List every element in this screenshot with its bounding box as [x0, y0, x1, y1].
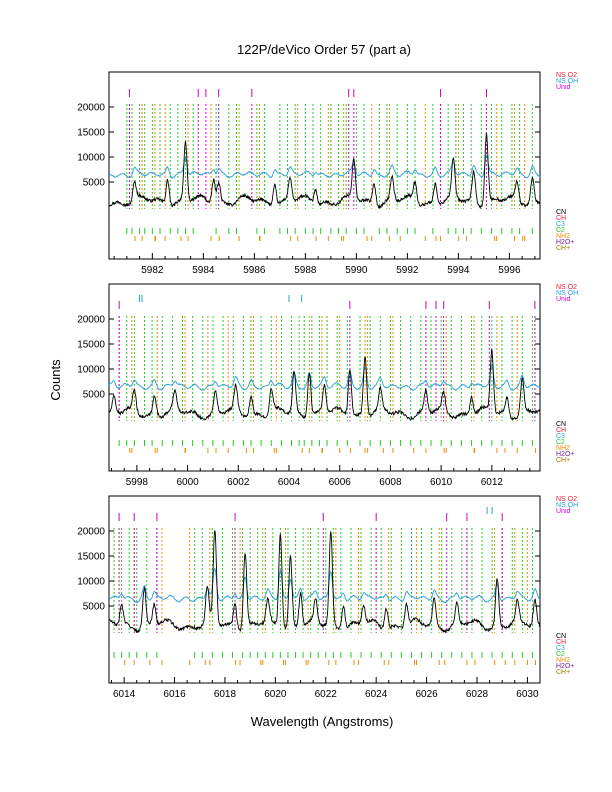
x-tick-label-7: 6028 [466, 689, 489, 700]
bottom-legend-0: CN [556, 633, 566, 640]
bottom-legend-1: CH [556, 427, 566, 434]
top-legend-1: NS OH [556, 502, 578, 509]
observed-spectrum [108, 132, 541, 210]
bottom-legend-3: C2 [556, 651, 565, 658]
observed-spectrum [108, 348, 541, 421]
spectrum-panel-2: 20000 15000 10000 5000 5998 6000 6002 6004 6006 6… [77, 283, 578, 488]
x-tick-label-4: 6006 [329, 477, 352, 488]
y-tick-label: 15000 [77, 340, 105, 351]
x-tick-label-1: 6016 [163, 689, 186, 700]
observed-spectrum [108, 529, 541, 634]
plot-frame [108, 283, 541, 472]
bottom-legend-0: CN [556, 421, 566, 428]
bottom-legend-4: NH2 [556, 657, 570, 664]
bottom-legend-2: C3 [556, 433, 565, 440]
y-tick-label: 20000 [77, 315, 105, 326]
x-tick-label-3: 5988 [294, 265, 317, 276]
y-tick-label: 10000 [77, 577, 105, 588]
x-tick-label-5: 6024 [365, 689, 388, 700]
y-tick-label: 20000 [77, 103, 105, 114]
top-legend-1: NS OH [556, 290, 578, 297]
y-tick-label: 15000 [77, 128, 105, 139]
x-tick-label-2: 5986 [243, 265, 266, 276]
top-legend-2: Unid [556, 296, 571, 303]
bottom-legend-6: CH+ [556, 669, 570, 676]
bottom-legend-6: CH+ [556, 245, 570, 252]
x-tick-label-1: 5984 [192, 265, 215, 276]
y-tick-label: 10000 [77, 365, 105, 376]
spectrum-panel-1: 20000 15000 10000 5000 5982 5984 5986 5988 5990 5… [77, 71, 578, 276]
bottom-legend-2: C3 [556, 645, 565, 652]
bottom-legend-2: C3 [556, 221, 565, 228]
top-legend-0: NS O2 [556, 284, 577, 291]
bottom-legend-1: CH [556, 215, 566, 222]
x-tick-label-0: 5982 [141, 265, 164, 276]
model-spectrum [108, 567, 541, 604]
bottom-legend-1: CH [556, 639, 566, 646]
x-tick-label-2: 6002 [227, 477, 250, 488]
x-tick-label-8: 6030 [516, 689, 539, 700]
top-legend-2: Unid [556, 508, 571, 515]
plot-frame [108, 495, 541, 684]
y-tick-label: 15000 [77, 552, 105, 563]
x-tick-label-5: 6008 [379, 477, 402, 488]
x-tick-label-6: 6026 [415, 689, 438, 700]
x-tick-label-1: 6000 [176, 477, 199, 488]
spectrum-panel-3: 20000 15000 10000 5000 6014 6016 6018 6020 6022 6… [77, 495, 578, 700]
x-tick-label-4: 6022 [315, 689, 338, 700]
x-tick-label-3: 6020 [264, 689, 287, 700]
chart-title: 122P/deVico Order 57 (part a) [237, 42, 411, 57]
x-axis-label: Wavelength (Angstroms) [251, 714, 394, 729]
top-legend-1: NS OH [556, 78, 578, 85]
model-spectrum [108, 364, 541, 392]
y-tick-label: 5000 [83, 602, 106, 613]
bottom-legend-3: C2 [556, 439, 565, 446]
bottom-legend-6: CH+ [556, 457, 570, 464]
y-axis-label: Counts [48, 359, 63, 401]
bottom-legend-5: H2O+ [556, 451, 574, 458]
top-legend-2: Unid [556, 84, 571, 91]
plot-frame [108, 71, 541, 260]
y-tick-label: 10000 [77, 153, 105, 164]
bottom-legend-4: NH2 [556, 233, 570, 240]
x-tick-label-5: 5992 [396, 265, 419, 276]
x-tick-label-6: 6010 [430, 477, 453, 488]
top-legend-0: NS O2 [556, 72, 577, 79]
bottom-legend-5: H2O+ [556, 239, 574, 246]
y-tick-label: 20000 [77, 527, 105, 538]
x-tick-label-6: 5994 [447, 265, 470, 276]
x-tick-label-3: 6004 [278, 477, 301, 488]
x-tick-label-7: 5996 [498, 265, 521, 276]
x-tick-label-4: 5990 [345, 265, 368, 276]
bottom-legend-0: CN [556, 209, 566, 216]
top-legend-0: NS O2 [556, 496, 577, 503]
y-tick-label: 5000 [83, 390, 106, 401]
model-spectrum [108, 154, 541, 180]
y-tick-label: 5000 [83, 178, 106, 189]
x-tick-label-7: 6012 [481, 477, 504, 488]
bottom-legend-4: NH2 [556, 445, 570, 452]
bottom-legend-5: H2O+ [556, 663, 574, 670]
x-tick-label-0: 6014 [113, 689, 136, 700]
x-tick-label-2: 6018 [214, 689, 237, 700]
bottom-legend-3: C2 [556, 227, 565, 234]
x-tick-label-0: 5998 [126, 477, 149, 488]
